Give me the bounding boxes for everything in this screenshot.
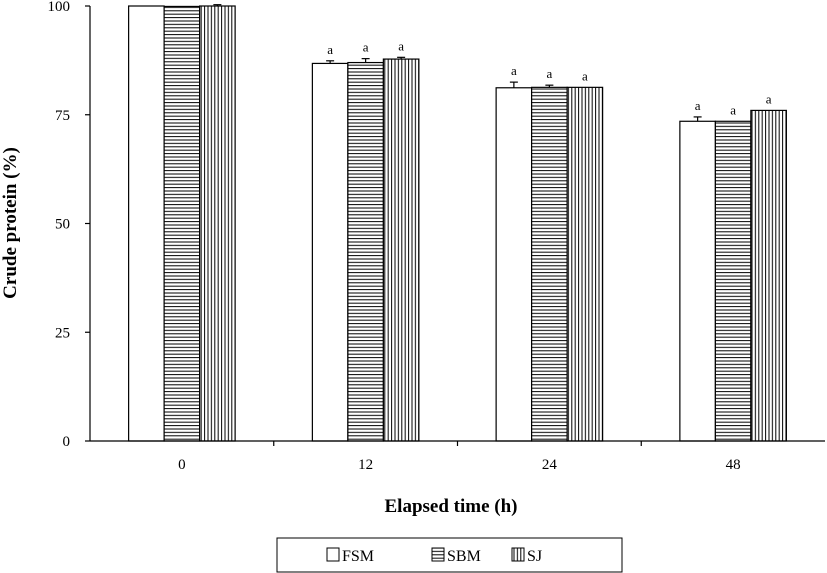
y-tick-label: 100 [48,0,71,15]
significance-label: a [327,42,333,57]
significance-label: a [546,66,552,81]
legend-items: FSM SBM SJ [326,547,542,565]
legend-swatch-sj [511,547,525,562]
x-axis-title: Elapsed time (h) [385,496,518,517]
x-tick-label: 24 [542,457,558,473]
bar-sj-0 [199,5,236,442]
y-tick-label: 0 [63,434,71,450]
x-tick-label: 0 [178,457,186,473]
significance-label: a [766,91,772,106]
bar-sbm-0 [163,5,201,442]
bar-fsm-48 [679,120,716,442]
legend-swatch-fsm [326,547,340,562]
significance-label: a [582,68,588,83]
bar-sj-12 [382,58,420,442]
bar-fsm-12 [311,62,349,442]
legend: FSM SBM SJ [276,537,623,573]
significance-label: a [730,102,736,117]
y-axis-title: Crude protein (%) [0,147,21,299]
significance-label: a [363,40,369,55]
legend-label-sbm: SBM [447,548,481,565]
legend-label-fsm: FSM [342,548,374,565]
bar-fsm-0 [128,5,165,442]
legend-swatch-sbm [431,547,445,562]
axes-layer: 0 25 50 75 100 0 12 24 48 [48,0,825,473]
bar-sj-24 [566,86,604,442]
bar-fsm-24 [495,87,533,442]
y-tick-label: 25 [55,325,70,341]
bar-sj-48 [750,109,787,442]
x-tick-label: 48 [726,457,741,473]
bar-sbm-12 [347,61,384,442]
y-tick-label: 75 [55,108,70,124]
bars-layer: a a a a a a a a a [128,4,787,442]
legend-label-sj: SJ [527,548,542,565]
significance-label: a [398,38,404,53]
x-tick-label: 12 [358,457,373,473]
bar-sbm-24 [531,86,568,442]
bar-sbm-48 [714,120,752,442]
significance-label: a [511,63,517,78]
significance-label: a [695,98,701,113]
y-tick-label: 50 [55,217,70,233]
